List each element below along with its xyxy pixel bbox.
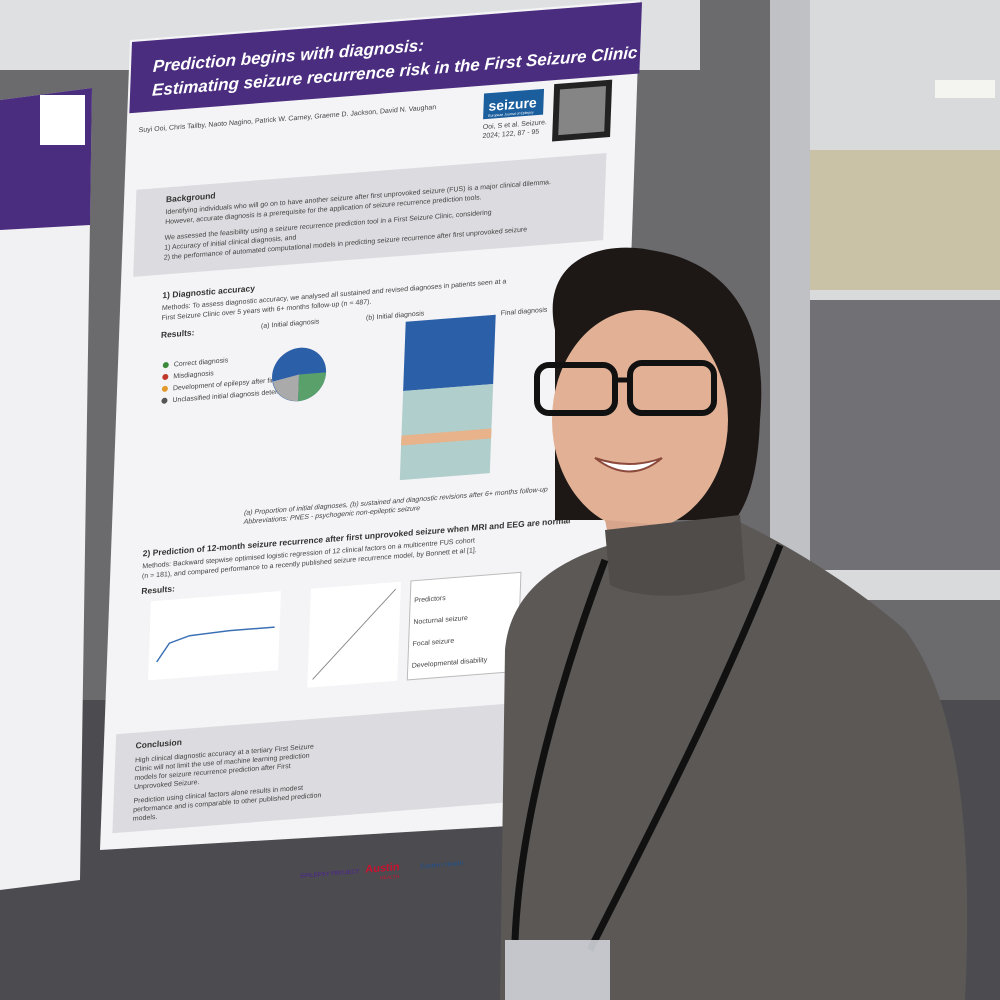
panel-label: (b) Initial diagnosis (366, 310, 425, 322)
journal-subtitle: European Journal of Epilepsy (488, 110, 534, 118)
hair-fringe (560, 274, 740, 330)
citation: Ooi, S et al. Seizure. (483, 119, 547, 131)
legend-dot (161, 397, 168, 404)
far-panel (810, 300, 1000, 570)
pie-slice (272, 374, 300, 402)
ceiling-light (935, 80, 995, 98)
final-label: Final diagnosis (501, 307, 548, 318)
sankey-flow (401, 428, 492, 446)
lanyard (586, 543, 784, 952)
roc-line (312, 588, 397, 680)
legend-item: Correct diagnosis (174, 357, 229, 368)
glasses-lens (534, 362, 618, 416)
legend-dot (162, 362, 169, 369)
lit-wall (810, 150, 1000, 290)
table-row: Nocturnal seizure (413, 615, 468, 626)
table-row: Focal seizure (412, 638, 454, 648)
left-poster-logo (40, 95, 85, 145)
background-box (133, 153, 607, 277)
face (552, 310, 728, 530)
turtleneck (605, 515, 745, 596)
logo-austin-health: HEALTH (380, 874, 400, 881)
conclusion-text: models. (133, 814, 158, 823)
lanyard (511, 558, 609, 941)
legend-item: Misdiagnosis (173, 370, 214, 380)
legend-dot (161, 385, 168, 392)
pie-slice (298, 372, 327, 402)
background-heading: Background (166, 190, 216, 204)
results-label: Results: (161, 327, 195, 340)
results-label: Results: (141, 584, 175, 597)
qr-code (552, 79, 613, 142)
citation: 2024; 122, 87 - 95 (482, 129, 539, 140)
poster-header (129, 2, 642, 114)
sankey-illustration (403, 314, 496, 392)
conclusion-heading: Conclusion (135, 737, 182, 751)
left-poster (0, 88, 92, 890)
logo-epilepsy: EPILEPSY PROJECT (300, 869, 360, 880)
km-curve (156, 626, 275, 663)
panel-label: (a) Initial diagnosis (261, 319, 320, 331)
km-plot (148, 591, 281, 681)
sweater (500, 520, 968, 1000)
journal: seizure (488, 94, 537, 114)
journal-logo (483, 88, 545, 120)
qr-pattern (558, 85, 606, 136)
legend-dot (162, 374, 169, 380)
badge (505, 940, 610, 1000)
panel-frame (770, 0, 810, 560)
glasses-lens (627, 360, 717, 416)
logo-austin: Austin (365, 861, 400, 876)
smile (594, 457, 663, 473)
logo-eastern: Eastern Health (420, 860, 464, 870)
conclusion-box (112, 697, 587, 834)
table-row: Predictors (414, 595, 446, 604)
